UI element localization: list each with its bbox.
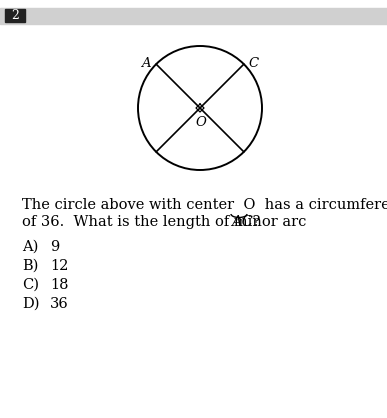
Text: O: O [195,115,206,128]
Text: 2: 2 [11,9,19,22]
Text: 12: 12 [50,259,68,273]
Text: The circle above with center  O  has a circumference: The circle above with center O has a cir… [22,198,387,212]
Text: of 36.  What is the length of minor arc: of 36. What is the length of minor arc [22,215,311,229]
Text: B): B) [22,259,38,273]
Bar [0,8,387,24]
Text: ?: ? [248,215,260,229]
Text: C: C [249,57,259,70]
Text: AC: AC [231,215,253,229]
Text: A): A) [22,240,38,254]
Bar [5,9,25,22]
Text: 9: 9 [50,240,59,254]
Text: 36: 36 [50,297,69,311]
Text: A: A [141,57,151,70]
Text: D): D) [22,297,39,311]
Text: 18: 18 [50,278,68,292]
Text: C): C) [22,278,39,292]
